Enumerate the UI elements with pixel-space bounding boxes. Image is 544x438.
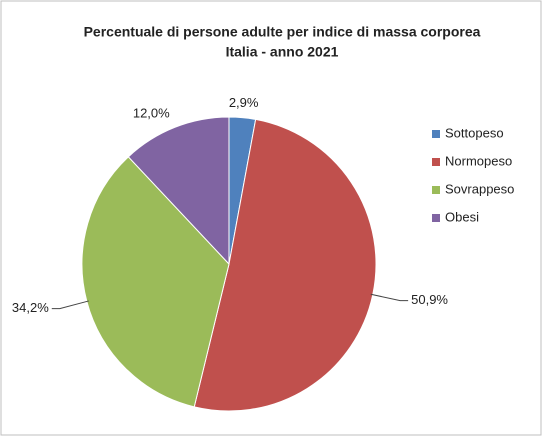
- data-label: 2,9%: [229, 95, 259, 110]
- legend-swatch: [432, 158, 440, 166]
- legend-label: Obesi: [445, 209, 479, 224]
- data-label: 34,2%: [12, 300, 49, 315]
- leader-line: [370, 293, 409, 302]
- legend-swatch: [432, 214, 440, 222]
- data-label: 12,0%: [133, 106, 170, 121]
- legend-label: Sovrappeso: [445, 181, 514, 196]
- legend-label: Normopeso: [445, 153, 512, 168]
- legend-swatch: [432, 130, 440, 138]
- chart-subtitle: Italia - anno 2021: [226, 44, 339, 60]
- pie-slice: [127, 116, 230, 266]
- chart-title: Percentuale di persone adulte per indice…: [84, 24, 481, 40]
- leader-line: [51, 300, 89, 310]
- legend-swatch: [432, 186, 440, 194]
- data-label: 50,9%: [411, 292, 448, 307]
- legend-label: Sottopeso: [445, 125, 504, 140]
